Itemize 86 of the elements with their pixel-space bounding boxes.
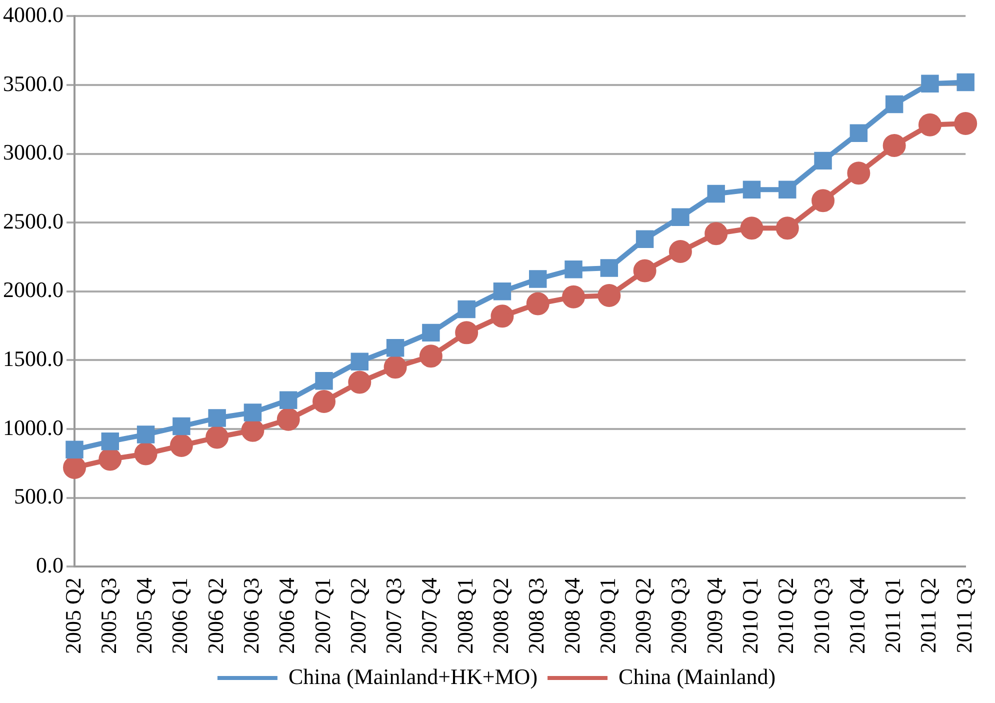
x-tick-label: 2011 Q2 [916,578,941,654]
point [885,95,904,114]
x-tick-label: 2007 Q1 [310,578,335,654]
y-tick-label: 1000.0 [3,414,64,440]
y-tick-label: 4000.0 [3,2,64,27]
y-tick-label: 500.0 [14,484,64,509]
x-tick-label: 2005 Q2 [60,578,86,654]
x-tick-label: 2011 Q1 [880,578,906,654]
x-tick-label: 2010 Q3 [808,578,834,654]
point [921,74,939,92]
point [668,240,692,263]
point [847,162,870,185]
point [384,356,407,379]
point [134,442,158,466]
point [636,230,654,248]
point [954,112,978,136]
x-tick-label: 2006 Q2 [202,578,228,654]
x-tick-label: 2010 Q2 [773,578,798,654]
legend-label: China (Mainland+HK+MO) [288,664,538,689]
point [814,152,832,170]
point [276,408,300,431]
point [633,259,656,282]
point [704,222,728,246]
point [386,338,404,357]
point [348,370,372,394]
point [208,409,226,427]
point [598,284,621,308]
point [493,282,512,300]
point [918,113,942,136]
x-tick-label: 2006 Q1 [167,578,192,654]
x-tick-label: 2008 Q2 [488,578,514,654]
x-tick-label: 2006 Q4 [274,578,300,654]
point [458,300,476,318]
point [280,391,298,409]
point [312,390,336,413]
point [850,124,868,142]
point [600,259,618,277]
point [172,417,190,436]
x-tick-label: 2010 Q1 [738,578,763,654]
x-tick-label: 2010 Q4 [844,578,870,654]
point [350,352,369,370]
x-tick-label: 2011 Q3 [951,578,976,654]
x-tick-label: 2009 Q4 [702,578,727,654]
x-tick-label: 2007 Q4 [416,578,442,654]
x-tick-label: 2008 Q3 [524,578,549,654]
point [490,304,514,328]
y-tick-label: 1500.0 [3,346,64,371]
x-tick-label: 2006 Q3 [238,578,264,654]
point [564,260,582,278]
x-tick-label: 2007 Q3 [381,578,406,654]
point [422,324,440,342]
point [882,134,906,158]
point [812,189,835,212]
point [778,180,796,198]
y-tick-label: 2000.0 [3,277,64,302]
y-tick-label: 3500.0 [3,70,64,96]
point [707,184,725,203]
point [562,285,586,308]
legend-label: China (Mainland) [618,664,776,689]
point [101,432,120,450]
point [956,73,974,92]
point [170,434,193,458]
point [455,321,478,344]
point [136,426,155,444]
point [206,426,229,449]
x-tick-label: 2009 Q1 [594,578,620,654]
point [740,216,764,240]
x-tick-label: 2009 Q3 [666,578,692,654]
point [776,216,799,240]
point [66,440,84,459]
point [419,344,442,368]
point [244,404,262,422]
point [526,292,550,316]
y-tick-label: 0.0 [36,552,64,578]
x-tick-label: 2007 Q2 [345,578,370,654]
point [742,180,761,198]
point [672,208,690,226]
x-tick-label: 2008 Q4 [559,578,584,654]
x-tick-label: 2008 Q1 [452,578,478,654]
point [315,372,333,390]
x-tick-label: 2005 Q3 [96,578,121,654]
y-tick-label: 2500.0 [3,208,64,234]
y-tick-label: 3000.0 [3,140,64,165]
x-tick-label: 2005 Q4 [132,578,157,654]
point [529,270,547,288]
x-tick-label: 2009 Q2 [630,578,656,654]
